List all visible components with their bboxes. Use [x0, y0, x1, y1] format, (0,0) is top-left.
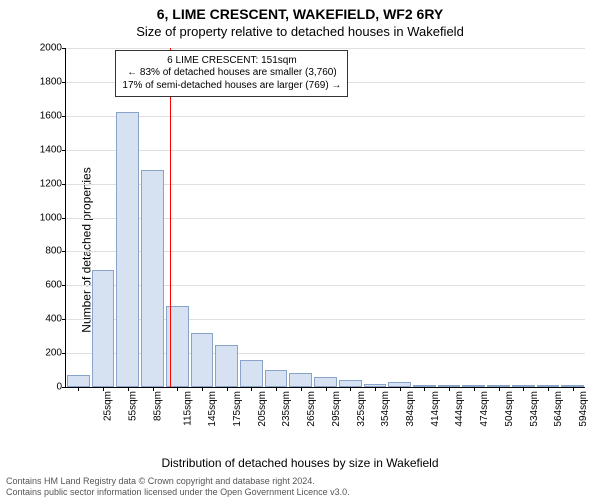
- y-tick: [62, 82, 66, 83]
- x-tick-label: 534sqm: [529, 391, 540, 427]
- x-tick-label: 444sqm: [454, 391, 465, 427]
- histogram-bar: [92, 270, 115, 387]
- x-tick-label: 474sqm: [479, 391, 490, 427]
- y-tick-label: 600: [45, 280, 62, 291]
- annotation-line: ← 83% of detached houses are smaller (3,…: [122, 67, 341, 80]
- histogram-bar: [141, 170, 164, 387]
- x-tick-label: 175sqm: [232, 391, 243, 427]
- gridline: [66, 150, 585, 151]
- y-tick: [62, 48, 66, 49]
- x-tick: [202, 387, 203, 391]
- x-tick: [301, 387, 302, 391]
- x-tick-label: 295sqm: [331, 391, 342, 427]
- annotation-box: 6 LIME CRESCENT: 151sqm← 83% of detached…: [115, 50, 348, 98]
- y-tick: [62, 116, 66, 117]
- histogram-bar: [339, 380, 362, 387]
- annotation-line: 6 LIME CRESCENT: 151sqm: [122, 55, 341, 68]
- x-tick-label: 414sqm: [430, 391, 441, 427]
- x-tick: [523, 387, 524, 391]
- x-tick-label: 354sqm: [380, 391, 391, 427]
- histogram-bar: [191, 333, 214, 387]
- y-tick-label: 400: [45, 314, 62, 325]
- y-tick-label: 1200: [40, 178, 62, 189]
- gridline: [66, 116, 585, 117]
- y-tick-label: 1000: [40, 212, 62, 223]
- x-tick: [326, 387, 327, 391]
- x-tick: [128, 387, 129, 391]
- chart-plot-area: 020040060080010001200140016001800200025s…: [65, 48, 585, 388]
- reference-line: [170, 48, 171, 387]
- x-tick: [548, 387, 549, 391]
- x-tick-label: 115sqm: [182, 391, 193, 426]
- y-tick: [62, 251, 66, 252]
- x-tick-label: 265sqm: [306, 391, 317, 427]
- x-tick: [375, 387, 376, 391]
- y-tick: [62, 150, 66, 151]
- x-tick: [177, 387, 178, 391]
- x-tick: [573, 387, 574, 391]
- x-tick-label: 205sqm: [257, 391, 268, 427]
- x-tick-label: 504sqm: [504, 391, 515, 427]
- annotation-line: 17% of semi-detached houses are larger (…: [122, 80, 341, 93]
- y-tick-label: 200: [45, 348, 62, 359]
- x-tick-label: 55sqm: [128, 391, 139, 421]
- chart-title-sub: Size of property relative to detached ho…: [0, 24, 600, 39]
- x-tick-label: 85sqm: [152, 391, 163, 421]
- y-tick-label: 1800: [40, 76, 62, 87]
- histogram-bar: [240, 360, 263, 387]
- y-tick: [62, 319, 66, 320]
- y-tick-label: 2000: [40, 43, 62, 54]
- y-tick: [62, 387, 66, 388]
- histogram-bar: [314, 377, 337, 387]
- histogram-bar: [67, 375, 90, 387]
- y-tick-label: 800: [45, 246, 62, 257]
- y-tick: [62, 285, 66, 286]
- y-tick-label: 0: [56, 382, 62, 393]
- footer-attribution: Contains HM Land Registry data © Crown c…: [6, 476, 350, 498]
- x-tick: [449, 387, 450, 391]
- x-tick: [227, 387, 228, 391]
- x-tick: [474, 387, 475, 391]
- x-tick-label: 235sqm: [281, 391, 292, 427]
- x-tick: [153, 387, 154, 391]
- x-tick: [103, 387, 104, 391]
- x-tick-label: 325sqm: [356, 391, 367, 427]
- y-tick: [62, 218, 66, 219]
- histogram-bar: [215, 345, 238, 387]
- y-tick-label: 1400: [40, 144, 62, 155]
- y-tick-label: 1600: [40, 110, 62, 121]
- x-axis-label: Distribution of detached houses by size …: [0, 456, 600, 470]
- x-tick-label: 384sqm: [405, 391, 416, 427]
- histogram-bar: [265, 370, 288, 387]
- x-tick: [424, 387, 425, 391]
- x-tick: [350, 387, 351, 391]
- y-tick: [62, 353, 66, 354]
- x-tick-label: 564sqm: [553, 391, 564, 427]
- chart-title-main: 6, LIME CRESCENT, WAKEFIELD, WF2 6RY: [0, 6, 600, 22]
- x-tick: [251, 387, 252, 391]
- histogram-bar: [289, 373, 312, 387]
- x-tick: [78, 387, 79, 391]
- x-tick-label: 145sqm: [207, 391, 218, 427]
- y-tick: [62, 184, 66, 185]
- x-tick-label: 25sqm: [103, 391, 114, 421]
- histogram-bar: [116, 112, 139, 387]
- x-tick: [499, 387, 500, 391]
- x-tick-label: 594sqm: [578, 391, 589, 427]
- x-tick: [276, 387, 277, 391]
- x-tick: [400, 387, 401, 391]
